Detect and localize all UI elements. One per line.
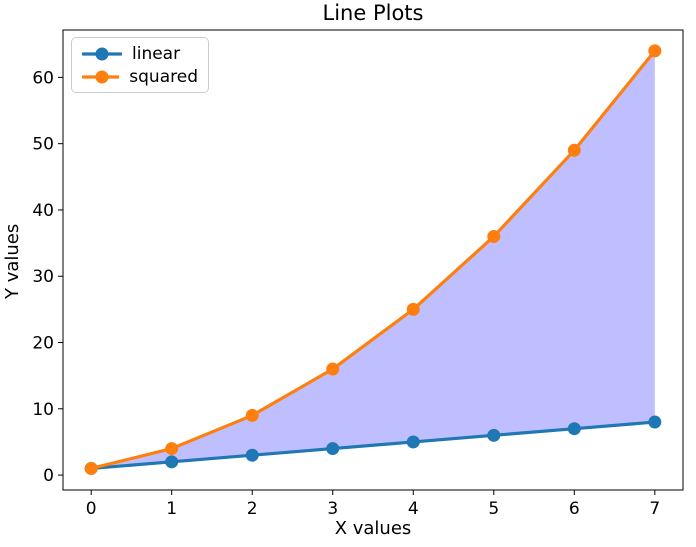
- y-tick-label: 20: [32, 334, 54, 354]
- linear-line: [89, 420, 657, 471]
- linear-marker: [487, 428, 501, 442]
- x-tick-label: 7: [649, 499, 660, 519]
- y-tick-label: 30: [32, 267, 54, 287]
- linear-marker: [165, 455, 179, 469]
- fill-between-region: [91, 50, 655, 469]
- legend-entry-squared: squared: [82, 67, 198, 87]
- squared-marker: [487, 229, 501, 243]
- x-tick-label: 1: [166, 499, 177, 519]
- axes-frame: [62, 29, 684, 491]
- squared-marker: [245, 408, 259, 422]
- linear-legend-sample-icon: [82, 47, 122, 60]
- x-tick-label: 3: [327, 499, 338, 519]
- legend: linear squared: [71, 37, 209, 93]
- y-axis-label: Y values: [2, 223, 23, 299]
- x-tick-label: 2: [247, 499, 258, 519]
- squared-marker: [84, 461, 98, 475]
- y-tick-label: 40: [32, 201, 54, 221]
- chart-title: Line Plots: [322, 1, 424, 25]
- squared-line: [89, 49, 657, 471]
- squared-marker: [567, 143, 581, 157]
- x-tick-label: 0: [86, 499, 97, 519]
- squared-marker: [165, 442, 179, 456]
- linear-marker: [406, 435, 420, 449]
- linear-marker: [245, 448, 259, 462]
- x-axis-label: X values: [334, 518, 412, 539]
- squared-marker: [406, 302, 420, 316]
- linear-marker: [567, 422, 581, 436]
- legend-label-squared: squared: [129, 66, 198, 87]
- x-tick-label: 4: [408, 499, 419, 519]
- y-tick-label: 0: [43, 466, 54, 486]
- squared-marker: [648, 44, 662, 58]
- y-tick-label: 50: [32, 135, 54, 155]
- legend-entry-linear: linear: [82, 44, 198, 64]
- legend-label-linear: linear: [132, 43, 181, 64]
- x-tick-label: 6: [569, 499, 580, 519]
- linear-marker: [648, 415, 662, 429]
- x-tick-label: 5: [488, 499, 499, 519]
- linear-marker: [326, 442, 340, 456]
- y-tick-label: 10: [32, 400, 54, 420]
- squared-legend-sample-icon: [82, 70, 120, 83]
- squared-marker: [326, 362, 340, 376]
- y-tick-label: 60: [32, 68, 54, 88]
